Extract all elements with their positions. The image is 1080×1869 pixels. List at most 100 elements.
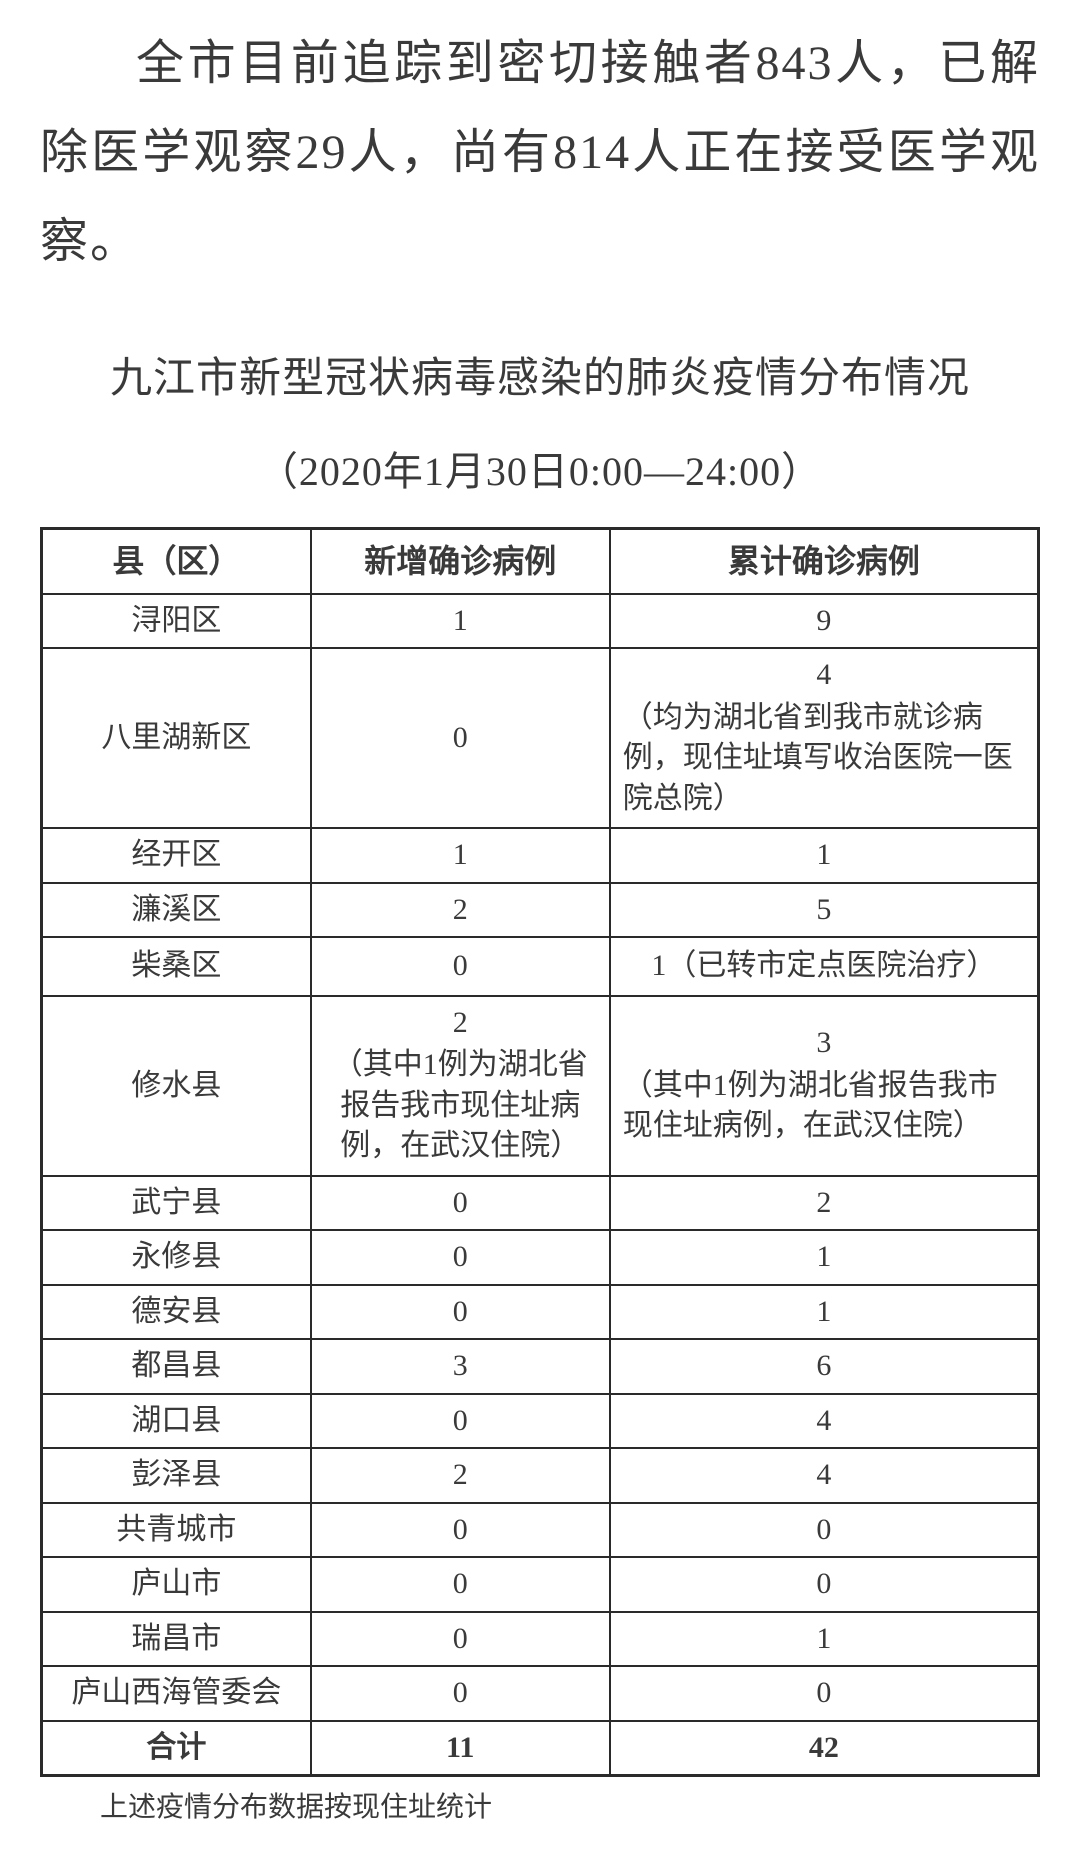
cell-main-value: 0 (320, 1183, 601, 1224)
header-region: 县（区） (42, 528, 311, 594)
table-row: 八里湖新区04（均为湖北省到我市就诊病例，现住址填写收治医院一医院总院） (42, 648, 1039, 828)
cell-main-value: 1 (320, 835, 601, 876)
table-total-row: 合计1142 (42, 1721, 1039, 1776)
cell-main-value: 4 (619, 1455, 1029, 1496)
cell-region: 都昌县 (42, 1339, 311, 1394)
cell-main-value: 0 (320, 1564, 601, 1605)
cell-new-cases: 0 (311, 1285, 610, 1340)
cell-main-value: 3 (320, 1346, 601, 1387)
cell-main-value: 2 (320, 1455, 601, 1496)
cell-new-cases: 2（其中1例为湖北省报告我市现住址病例，在武汉住院） (311, 996, 610, 1176)
cell-total-cases: 5 (610, 883, 1039, 938)
cell-new-cases: 0 (311, 1394, 610, 1449)
cell-new-cases: 0 (311, 1666, 610, 1721)
table-row: 濂溪区25 (42, 883, 1039, 938)
cell-total-cases: 0 (610, 1666, 1039, 1721)
cell-note-text: （其中1例为湖北省报告我市现住址病例，在武汉住院） (619, 1064, 1029, 1149)
total-new: 11 (311, 1721, 610, 1776)
table-title: 九江市新型冠状病毒感染的肺炎疫情分布情况 (40, 346, 1040, 413)
total-label: 合计 (42, 1721, 311, 1776)
epidemic-table: 县（区） 新增确诊病例 累计确诊病例 浔阳区19八里湖新区04（均为湖北省到我市… (40, 527, 1040, 1778)
cell-new-cases: 0 (311, 1557, 610, 1612)
cell-region: 修水县 (42, 996, 311, 1176)
table-row: 柴桑区01（已转市定点医院治疗） (42, 937, 1039, 996)
cell-main-value: 6 (619, 1346, 1029, 1387)
header-new-cases: 新增确诊病例 (311, 528, 610, 594)
cell-main-value: 4 (619, 1401, 1029, 1442)
cell-region: 永修县 (42, 1230, 311, 1285)
cell-main-value: 2 (320, 1003, 601, 1044)
cell-region: 柴桑区 (42, 937, 311, 996)
cell-main-value: 0 (320, 1510, 601, 1551)
cell-main-value: 1 (619, 1619, 1029, 1660)
cell-region: 浔阳区 (42, 594, 311, 649)
cell-main-value: 0 (320, 718, 601, 759)
cell-new-cases: 3 (311, 1339, 610, 1394)
cell-new-cases: 0 (311, 1612, 610, 1667)
cell-new-cases: 0 (311, 1230, 610, 1285)
cell-new-cases: 1 (311, 594, 610, 649)
table-row: 德安县01 (42, 1285, 1039, 1340)
table-row: 庐山西海管委会00 (42, 1666, 1039, 1721)
cell-main-value: 2 (320, 890, 601, 931)
cell-new-cases: 2 (311, 883, 610, 938)
cell-region: 湖口县 (42, 1394, 311, 1449)
cell-total-cases: 4（均为湖北省到我市就诊病例，现住址填写收治医院一医院总院） (610, 648, 1039, 828)
intro-paragraph: 全市目前追踪到密切接触者843人，已解除医学观察29人，尚有814人正在接受医学… (40, 20, 1040, 286)
table-row: 修水县2（其中1例为湖北省报告我市现住址病例，在武汉住院）3（其中1例为湖北省报… (42, 996, 1039, 1176)
table-row: 彭泽县24 (42, 1448, 1039, 1503)
cell-main-value: 0 (320, 1401, 601, 1442)
cell-new-cases: 0 (311, 937, 610, 996)
cell-total-cases: 0 (610, 1557, 1039, 1612)
cell-region: 濂溪区 (42, 883, 311, 938)
cell-note-text: （均为湖北省到我市就诊病例，现住址填写收治医院一医院总院） (619, 696, 1029, 822)
cell-total-cases: 1 (610, 1612, 1039, 1667)
table-row: 瑞昌市01 (42, 1612, 1039, 1667)
header-total-cases: 累计确诊病例 (610, 528, 1039, 594)
cell-total-cases: 1 (610, 1285, 1039, 1340)
cell-main-value: 1 (619, 835, 1029, 876)
cell-new-cases: 0 (311, 1176, 610, 1231)
cell-total-cases: 4 (610, 1448, 1039, 1503)
cell-total-cases: 1 (610, 828, 1039, 883)
table-header-row: 县（区） 新增确诊病例 累计确诊病例 (42, 528, 1039, 594)
cell-main-value: 0 (619, 1673, 1029, 1714)
cell-total-cases: 1（已转市定点医院治疗） (610, 937, 1039, 996)
table-row: 武宁县02 (42, 1176, 1039, 1231)
table-footnote: 上述疫情分布数据按现住址统计 (40, 1785, 1040, 1825)
table-row: 永修县01 (42, 1230, 1039, 1285)
cell-main-value: 2 (619, 1183, 1029, 1224)
table-timerange: （2020年1月30日0:00—24:00） (40, 439, 1040, 497)
title-block: 九江市新型冠状病毒感染的肺炎疫情分布情况 （2020年1月30日0:00—24:… (40, 346, 1040, 496)
cell-new-cases: 1 (311, 828, 610, 883)
cell-total-cases: 3（其中1例为湖北省报告我市现住址病例，在武汉住院） (610, 996, 1039, 1176)
cell-total-cases: 4 (610, 1394, 1039, 1449)
cell-main-value: 0 (619, 1510, 1029, 1551)
cell-total-cases: 2 (610, 1176, 1039, 1231)
cell-new-cases: 0 (311, 1503, 610, 1558)
cell-region: 八里湖新区 (42, 648, 311, 828)
cell-total-cases: 9 (610, 594, 1039, 649)
cell-main-value: 0 (320, 1292, 601, 1333)
cell-main-value: 1 (619, 1237, 1029, 1278)
total-cumulative: 42 (610, 1721, 1039, 1776)
cell-main-value: 1 (619, 1292, 1029, 1333)
cell-region: 武宁县 (42, 1176, 311, 1231)
table-row: 庐山市00 (42, 1557, 1039, 1612)
table-row: 经开区11 (42, 828, 1039, 883)
cell-region: 共青城市 (42, 1503, 311, 1558)
cell-total-cases: 6 (610, 1339, 1039, 1394)
cell-region: 庐山市 (42, 1557, 311, 1612)
cell-total-cases: 0 (610, 1503, 1039, 1558)
cell-new-cases: 0 (311, 648, 610, 828)
table-row: 湖口县04 (42, 1394, 1039, 1449)
cell-main-value: 0 (320, 946, 601, 987)
cell-main-value: 1 (320, 601, 601, 642)
cell-main-value: 4 (619, 655, 1029, 696)
cell-region: 德安县 (42, 1285, 311, 1340)
cell-region: 彭泽县 (42, 1448, 311, 1503)
cell-main-value: 0 (320, 1673, 601, 1714)
cell-new-cases: 2 (311, 1448, 610, 1503)
cell-main-value: 5 (619, 890, 1029, 931)
cell-note-text: （其中1例为湖北省报告我市现住址病例，在武汉住院） (320, 1043, 601, 1169)
